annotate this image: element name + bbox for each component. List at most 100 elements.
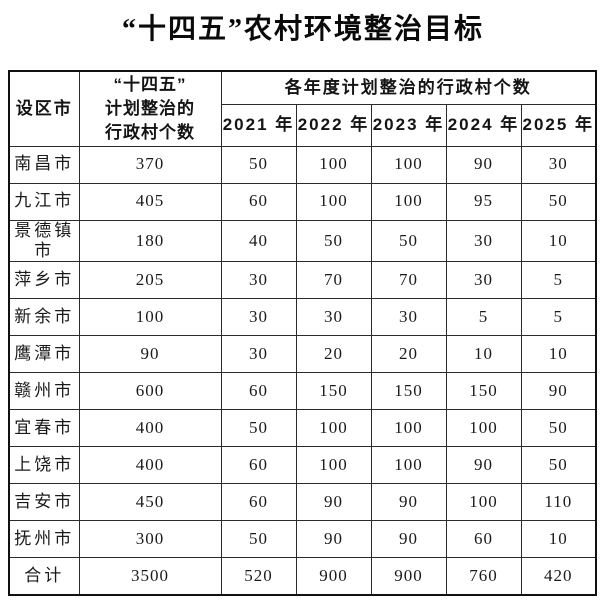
city-cell: 九江市 bbox=[8, 182, 80, 221]
value-cell-2022: 90 bbox=[295, 483, 372, 522]
value-cell-2022: 50 bbox=[295, 219, 372, 263]
table-row-xinyu: 新余市 100 30 30 30 5 5 bbox=[8, 298, 597, 337]
total-cell: 405 bbox=[78, 182, 222, 221]
value-cell-2022: 100 bbox=[295, 446, 372, 485]
table-row-jian: 吉安市 450 60 90 90 100 110 bbox=[8, 483, 597, 522]
table-row-shangrao: 上饶市 400 60 100 100 90 50 bbox=[8, 446, 597, 485]
total-cell: 400 bbox=[78, 409, 222, 448]
value-cell-2022: 100 bbox=[295, 182, 372, 221]
value-cell-2023: 50 bbox=[370, 219, 447, 263]
value-cell-2024: 150 bbox=[445, 372, 522, 411]
header-plan-line-2: 计划整治的 bbox=[105, 98, 195, 118]
value-cell-2022: 900 bbox=[295, 557, 372, 596]
total-cell: 400 bbox=[78, 446, 222, 485]
value-cell-2021: 50 bbox=[220, 409, 297, 448]
value-cell-2021: 60 bbox=[220, 446, 297, 485]
total-cell: 180 bbox=[78, 219, 222, 263]
city-cell: 宜春市 bbox=[8, 409, 80, 448]
value-cell-2022: 30 bbox=[295, 298, 372, 337]
value-cell-2021: 30 bbox=[220, 298, 297, 337]
total-cell: 100 bbox=[78, 298, 222, 337]
document-title: “十四五”农村环境整治目标 bbox=[121, 14, 484, 45]
value-cell-2025: 90 bbox=[520, 372, 597, 411]
city-cell: 景德镇市 bbox=[8, 219, 80, 263]
value-cell-2021: 60 bbox=[220, 372, 297, 411]
value-cell-2025: 50 bbox=[520, 409, 597, 448]
value-cell-2023: 70 bbox=[370, 261, 447, 300]
value-cell-2024: 5 bbox=[445, 298, 522, 337]
value-cell-2023: 20 bbox=[370, 335, 447, 374]
table-row-jiujiang: 九江市 405 60 100 100 95 50 bbox=[8, 182, 597, 221]
value-cell-2023: 100 bbox=[370, 145, 447, 184]
total-cell: 300 bbox=[78, 520, 222, 559]
value-cell-2023: 100 bbox=[370, 409, 447, 448]
city-cell: 南昌市 bbox=[8, 145, 80, 184]
value-cell-2024: 760 bbox=[445, 557, 522, 596]
value-cell-2022: 70 bbox=[295, 261, 372, 300]
header-year-2023: 2023 年 bbox=[370, 103, 447, 147]
value-cell-2025: 50 bbox=[520, 182, 597, 221]
table-row-yingtan: 鹰潭市 90 30 20 20 10 10 bbox=[8, 335, 597, 374]
value-cell-2021: 60 bbox=[220, 483, 297, 522]
value-cell-2023: 90 bbox=[370, 520, 447, 559]
header-city-column: 设区市 bbox=[8, 70, 80, 147]
value-cell-2022: 20 bbox=[295, 335, 372, 374]
table-row-ganzhou: 赣州市 600 60 150 150 150 90 bbox=[8, 372, 597, 411]
value-cell-2022: 90 bbox=[295, 520, 372, 559]
value-cell-2021: 40 bbox=[220, 219, 297, 263]
value-cell-2024: 30 bbox=[445, 261, 522, 300]
value-cell-2022: 100 bbox=[295, 409, 372, 448]
city-cell: 鹰潭市 bbox=[8, 335, 80, 374]
table-row-jingdezhen: 景德镇市 180 40 50 50 30 10 bbox=[8, 219, 597, 263]
header-plan-line-3: 行政村个数 bbox=[105, 122, 195, 142]
value-cell-2021: 50 bbox=[220, 520, 297, 559]
header-year-2022: 2022 年 bbox=[295, 103, 372, 147]
city-cell: 吉安市 bbox=[8, 483, 80, 522]
table-row-total: 合计 3500 520 900 900 760 420 bbox=[8, 557, 597, 596]
total-cell: 205 bbox=[78, 261, 222, 300]
value-cell-2021: 30 bbox=[220, 261, 297, 300]
value-cell-2024: 60 bbox=[445, 520, 522, 559]
total-cell: 600 bbox=[78, 372, 222, 411]
value-cell-2025: 10 bbox=[520, 335, 597, 374]
header-year-2021: 2021 年 bbox=[220, 103, 297, 147]
value-cell-2024: 100 bbox=[445, 409, 522, 448]
value-cell-2023: 100 bbox=[370, 182, 447, 221]
city-cell: 上饶市 bbox=[8, 446, 80, 485]
value-cell-2025: 5 bbox=[520, 298, 597, 337]
total-cell: 370 bbox=[78, 145, 222, 184]
total-cell: 450 bbox=[78, 483, 222, 522]
value-cell-2025: 30 bbox=[520, 145, 597, 184]
header-yearly-group: 各年度计划整治的行政村个数 bbox=[220, 70, 597, 105]
value-cell-2023: 90 bbox=[370, 483, 447, 522]
table-row-yichun: 宜春市 400 50 100 100 100 50 bbox=[8, 409, 597, 448]
value-cell-2023: 30 bbox=[370, 298, 447, 337]
value-cell-2023: 100 bbox=[370, 446, 447, 485]
city-cell: 抚州市 bbox=[8, 520, 80, 559]
value-cell-2025: 10 bbox=[520, 219, 597, 263]
value-cell-2024: 90 bbox=[445, 145, 522, 184]
value-cell-2021: 30 bbox=[220, 335, 297, 374]
city-cell: 赣州市 bbox=[8, 372, 80, 411]
value-cell-2022: 100 bbox=[295, 145, 372, 184]
value-cell-2023: 150 bbox=[370, 372, 447, 411]
remediation-targets-table: 设区市 “十四五” 计划整治的 行政村个数 各年度计划整治的行政村个数 2021… bbox=[8, 70, 598, 596]
value-cell-2024: 95 bbox=[445, 182, 522, 221]
value-cell-2021: 60 bbox=[220, 182, 297, 221]
table-row-nanchang: 南昌市 370 50 100 100 90 30 bbox=[8, 145, 597, 184]
total-row-label: 合计 bbox=[8, 557, 80, 596]
header-year-2025: 2025 年 bbox=[520, 103, 597, 147]
value-cell-2024: 30 bbox=[445, 219, 522, 263]
value-cell-2021: 520 bbox=[220, 557, 297, 596]
header-row-1: 设区市 “十四五” 计划整治的 行政村个数 各年度计划整治的行政村个数 bbox=[8, 70, 597, 147]
value-cell-2022: 150 bbox=[295, 372, 372, 411]
city-cell: 新余市 bbox=[8, 298, 80, 337]
total-cell: 90 bbox=[78, 335, 222, 374]
header-plan-line-1: “十四五” bbox=[113, 74, 187, 94]
value-cell-2024: 10 bbox=[445, 335, 522, 374]
city-cell: 萍乡市 bbox=[8, 261, 80, 300]
value-cell-2024: 100 bbox=[445, 483, 522, 522]
value-cell-2025: 5 bbox=[520, 261, 597, 300]
value-cell-2025: 50 bbox=[520, 446, 597, 485]
